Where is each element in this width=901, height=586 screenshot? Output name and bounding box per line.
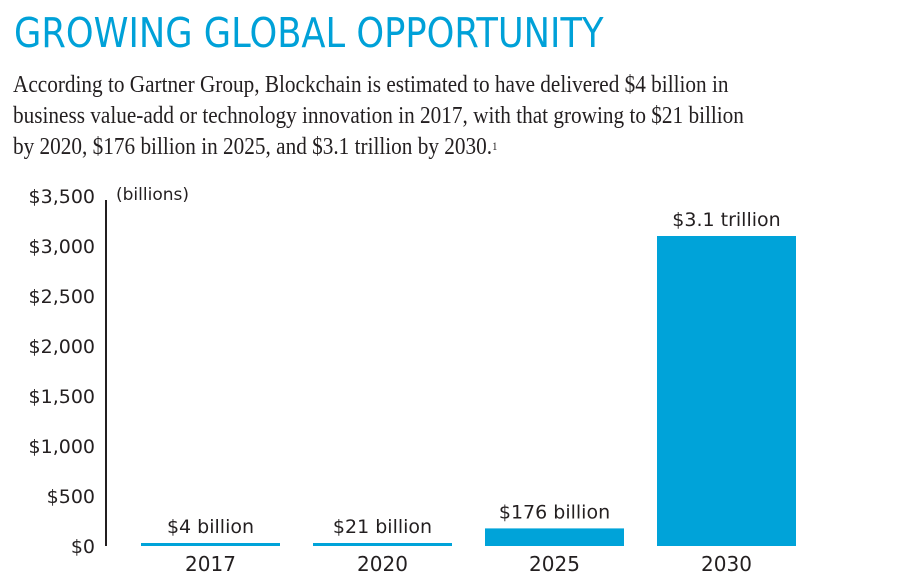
description: According to Gartner Group, Blockchain i… <box>13 70 898 163</box>
bars <box>141 236 796 546</box>
bar-2025 <box>485 528 624 546</box>
data-label-2025: $176 billion <box>499 501 610 523</box>
bar-2030 <box>657 236 796 546</box>
x-tick-label-2025: 2025 <box>529 552 580 576</box>
description-line-3: by 2020, $176 billion in 2025, and $3.1 … <box>13 134 493 160</box>
description-line-1: According to Gartner Group, Blockchain i… <box>13 72 729 98</box>
y-tick-label: $500 <box>47 486 95 508</box>
data-labels: $4 billion $21 billion $176 billion $3.1 tr… <box>167 209 781 538</box>
description-line-2: business value-add or technology innovat… <box>13 103 744 129</box>
bar-2017 <box>141 543 280 546</box>
y-tick-label: $0 <box>71 536 95 558</box>
data-label-2020: $21 billion <box>333 516 432 538</box>
y-tick-label: $2,000 <box>29 336 95 358</box>
y-axis-unit-label: (billions) <box>116 185 189 205</box>
y-tick-labels: $0 $500 $1,000 $1,500 $2,000 $2,500 $3,000 $3,5… <box>29 186 95 558</box>
data-label-2030: $3.1 trillion <box>672 209 780 231</box>
y-tick-label: $2,500 <box>29 286 95 308</box>
y-tick-label: $1,500 <box>29 386 95 408</box>
x-tick-label-2020: 2020 <box>357 552 408 576</box>
y-tick-label: $1,000 <box>29 436 95 458</box>
y-tick-label: $3,500 <box>29 186 95 208</box>
x-tick-label-2030: 2030 <box>701 552 752 576</box>
bar-2020 <box>313 543 452 546</box>
y-tick-label: $3,000 <box>29 236 95 258</box>
x-tick-label-2017: 2017 <box>185 552 236 576</box>
x-tick-labels: 2017 2020 2025 2030 <box>185 552 752 576</box>
footnote-marker: 1 <box>492 139 498 153</box>
page-title: GROWING GLOBAL OPPORTUNITY <box>14 9 604 57</box>
data-label-2017: $4 billion <box>167 516 254 538</box>
